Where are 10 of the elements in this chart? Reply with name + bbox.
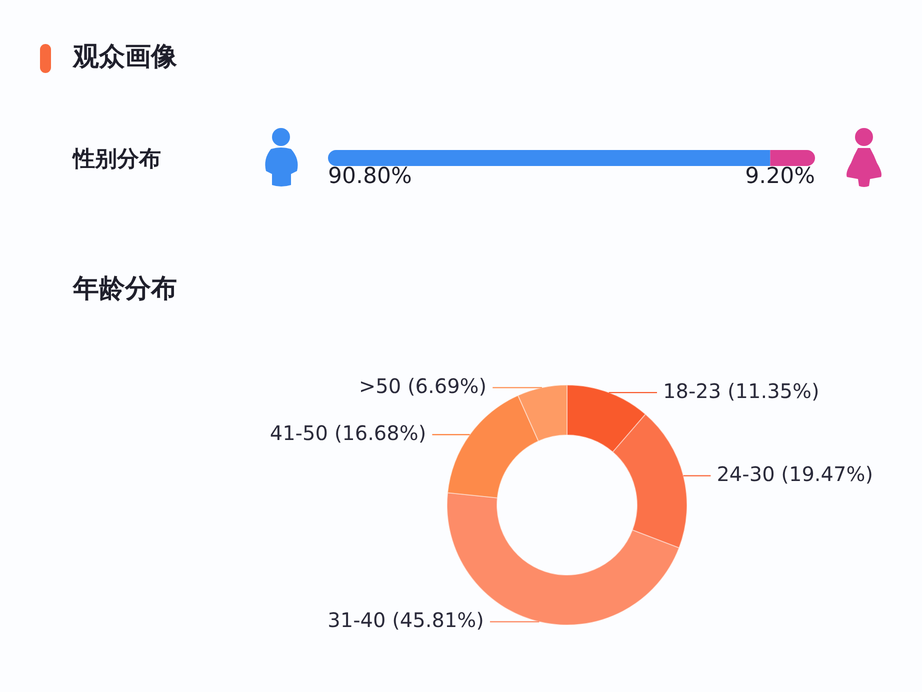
slice-label: >50 (6.69%) — [358, 374, 487, 398]
chart-title: 年龄分布 — [72, 274, 177, 304]
y-tick-label: 性别分布 — [71, 147, 161, 172]
slice-label: 41-50 (16.68%) — [270, 421, 426, 446]
chart-title: 观众画像 — [72, 42, 178, 72]
slice-label: 24-30 (19.47%) — [716, 462, 874, 486]
data-label: 9.20% — [745, 164, 815, 190]
slice-label: 31-40 (45.81%) — [328, 608, 484, 632]
slice-label: 18-23 (11.35%) — [663, 379, 820, 404]
data-label: 90.80% — [328, 164, 412, 190]
